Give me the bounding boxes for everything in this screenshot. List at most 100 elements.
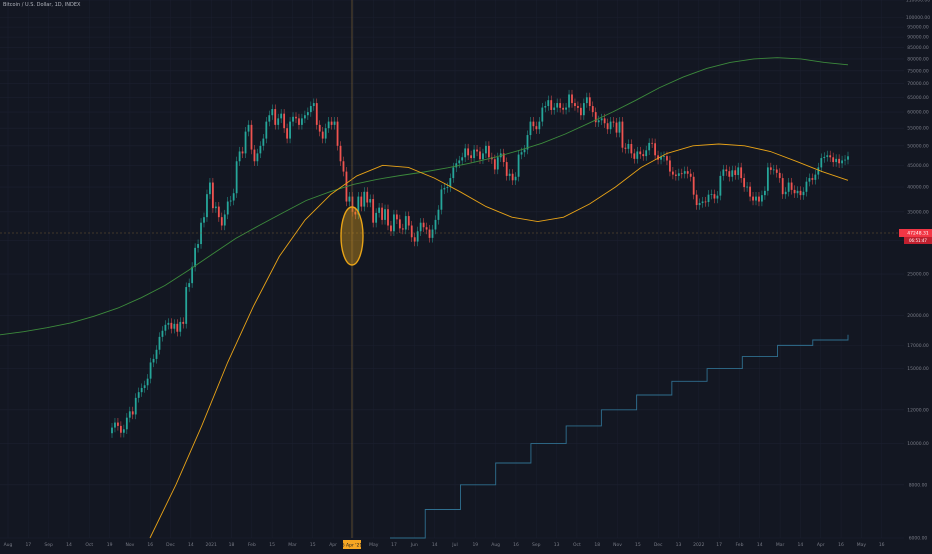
y-tick-label: 45000.00 bbox=[907, 163, 929, 169]
candle-body bbox=[226, 201, 229, 215]
x-tick-label: 19 bbox=[472, 542, 478, 548]
candle-body bbox=[381, 207, 383, 220]
candle-body bbox=[366, 191, 369, 203]
candle-body bbox=[401, 228, 404, 230]
candle-body bbox=[286, 128, 288, 139]
candle-body bbox=[446, 187, 449, 189]
y-tick-label: 90000.00 bbox=[907, 35, 929, 41]
candle-body bbox=[799, 190, 802, 196]
candle-body bbox=[235, 161, 238, 194]
y-tick-label: 60000.00 bbox=[907, 110, 929, 116]
candle-body bbox=[761, 195, 763, 202]
candle-body bbox=[716, 195, 719, 199]
candle-body bbox=[746, 186, 748, 188]
candle-body bbox=[514, 176, 517, 181]
candle-body bbox=[404, 216, 407, 230]
x-tick-label: Oct bbox=[573, 542, 581, 548]
candle-body bbox=[844, 159, 846, 161]
candle-body bbox=[238, 151, 241, 162]
candle-body bbox=[289, 121, 291, 139]
candle-body bbox=[140, 388, 143, 393]
candle-body bbox=[398, 219, 401, 229]
candle-body bbox=[755, 196, 757, 201]
candle-body bbox=[265, 121, 268, 139]
candle-body bbox=[654, 143, 656, 156]
candle-body bbox=[769, 167, 772, 170]
candle-body bbox=[419, 222, 422, 232]
candle-body bbox=[523, 149, 526, 153]
candle-body bbox=[354, 211, 357, 215]
candle-body bbox=[719, 175, 722, 196]
candle-body bbox=[609, 121, 612, 130]
y-tick-label: 95000.00 bbox=[907, 25, 929, 31]
candle-body bbox=[805, 181, 808, 192]
x-tick-label: 18 bbox=[229, 542, 235, 548]
x-tick-label: 19 bbox=[107, 542, 113, 548]
candle-body bbox=[758, 196, 760, 202]
x-tick-label: Mar bbox=[776, 542, 785, 548]
candle-body bbox=[666, 156, 668, 161]
candle-body bbox=[324, 128, 327, 139]
crosshair-date-label-bg bbox=[343, 540, 361, 549]
candle-body bbox=[158, 336, 161, 350]
candle-body bbox=[244, 131, 247, 154]
candle-body bbox=[820, 158, 823, 168]
x-tick-label: 14 bbox=[432, 542, 438, 548]
countdown-label: 06:51:47 bbox=[909, 238, 927, 243]
candle-body bbox=[128, 411, 131, 418]
x-tick-label: Dec bbox=[654, 542, 663, 548]
x-tick-label: Feb bbox=[735, 542, 743, 548]
candle-body bbox=[146, 378, 149, 386]
candle-body bbox=[425, 227, 428, 230]
price-marker bbox=[899, 229, 904, 237]
candle-body bbox=[606, 123, 609, 130]
candle-body bbox=[351, 196, 354, 212]
y-tick-label: 6000.00 bbox=[909, 536, 928, 542]
candle-body bbox=[580, 107, 582, 116]
candle-body bbox=[164, 324, 167, 331]
candle-body bbox=[271, 109, 274, 116]
candle-body bbox=[550, 100, 553, 110]
candle-body bbox=[206, 194, 208, 218]
candle-body bbox=[835, 158, 838, 163]
candle-body bbox=[268, 115, 271, 122]
candle-body bbox=[660, 156, 662, 160]
candle-body bbox=[772, 169, 775, 171]
candle-body bbox=[535, 126, 538, 130]
candle-body bbox=[502, 153, 505, 163]
candle-body bbox=[511, 173, 514, 181]
candle-body bbox=[642, 154, 645, 157]
x-tick-label: 14 bbox=[66, 542, 72, 548]
candle-body bbox=[387, 209, 389, 226]
candle-body bbox=[185, 287, 188, 324]
candle-body bbox=[488, 145, 490, 158]
candle-body bbox=[375, 212, 378, 223]
annotation-ellipse[interactable] bbox=[340, 206, 364, 266]
candle-body bbox=[250, 124, 253, 150]
candle-body bbox=[672, 171, 674, 175]
candle-body bbox=[295, 116, 297, 119]
candle-body bbox=[393, 214, 395, 232]
candle-body bbox=[396, 214, 398, 220]
candle-body bbox=[529, 121, 532, 136]
candle-body bbox=[698, 203, 701, 206]
candle-body bbox=[639, 151, 642, 155]
candle-body bbox=[437, 209, 440, 220]
candle-body bbox=[369, 199, 372, 203]
candle-body bbox=[674, 174, 677, 176]
candle-body bbox=[137, 392, 140, 398]
x-tick-label: 18 bbox=[594, 542, 600, 548]
candle-body bbox=[574, 103, 576, 107]
candle-body bbox=[312, 103, 315, 107]
candle-body bbox=[232, 193, 235, 201]
candle-body bbox=[479, 151, 481, 160]
y-tick-label: 80000.00 bbox=[907, 56, 929, 62]
y-tick-label: 10000.00 bbox=[907, 441, 929, 447]
candle-body bbox=[559, 103, 562, 108]
candle-body bbox=[766, 167, 769, 191]
x-tick-label: Feb bbox=[248, 542, 256, 548]
y-tick-label: 17000.00 bbox=[907, 343, 929, 349]
candle-body bbox=[449, 178, 452, 188]
